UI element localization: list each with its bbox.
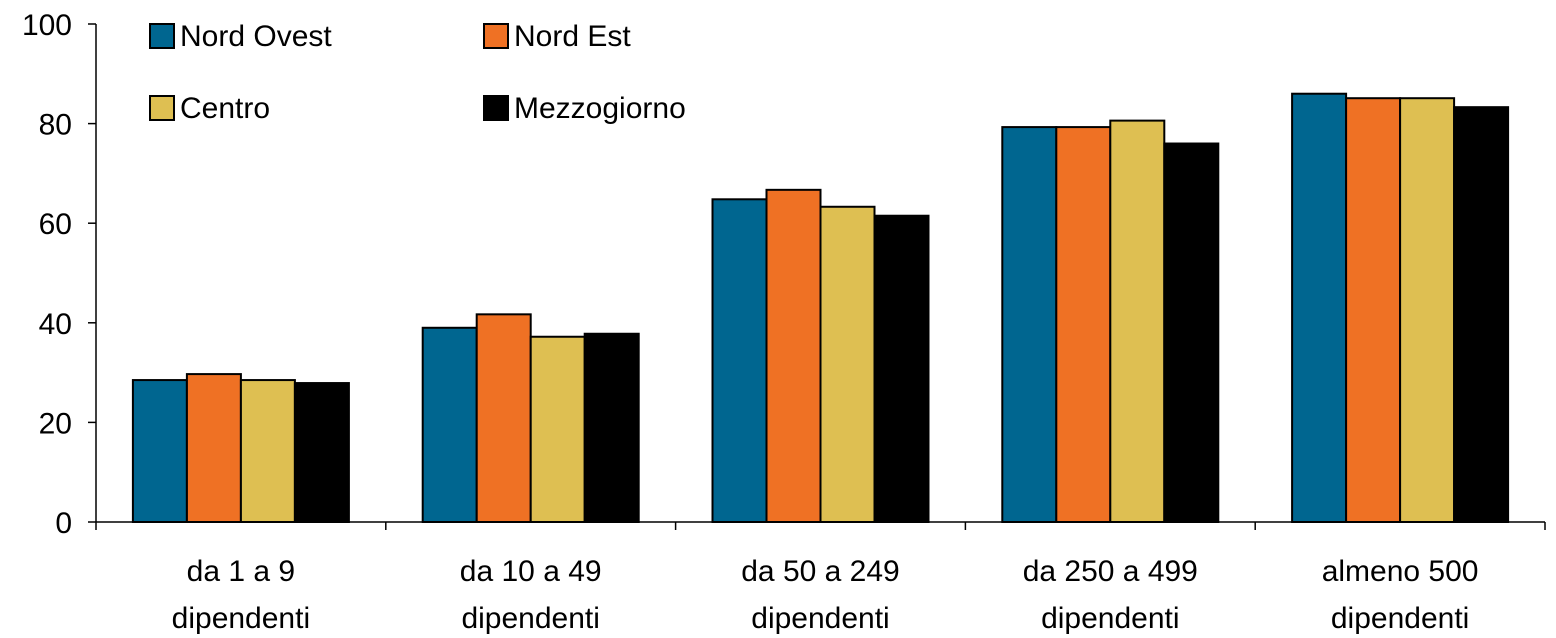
bar-nord-ovest-1 — [421, 326, 478, 523]
legend-label: Nord Est — [514, 20, 631, 53]
x-tick-label: dipendenti — [172, 602, 310, 635]
legend: Nord Ovest Nord Est Centro Mezzogiorno — [149, 20, 686, 125]
bar-mezzogiorno-2 — [873, 214, 930, 523]
legend-swatch — [149, 95, 175, 121]
bar-centro-3 — [1109, 119, 1166, 523]
x-tick-label: dipendenti — [751, 602, 889, 635]
legend-swatch — [483, 95, 509, 121]
legend-swatch — [483, 23, 509, 49]
bar-centro-4 — [1399, 97, 1456, 524]
axes — [95, 24, 1546, 530]
legend-label: Centro — [180, 92, 270, 125]
x-tick-label: dipendenti — [461, 602, 599, 635]
y-tick-label: 100 — [22, 9, 72, 42]
bar-mezzogiorno-3 — [1163, 142, 1220, 524]
y-tick-label: 60 — [39, 208, 72, 241]
bar-nord-est-4 — [1345, 97, 1402, 524]
y-tick-label: 40 — [39, 308, 72, 341]
y-tick-label: 20 — [39, 407, 72, 440]
bar-nord-ovest-3 — [1001, 126, 1058, 523]
bar-nord-est-1 — [475, 313, 532, 524]
x-axis-tick-labels: da 1 a 9 dipendenti da 10 a 49 dipendenti da… — [172, 555, 1479, 635]
bar-centro-1 — [529, 335, 586, 523]
bar-centro-0 — [239, 379, 296, 523]
x-tick-label: dipendenti — [1331, 602, 1469, 635]
x-tick-label: da 250 a 499 — [1023, 555, 1198, 588]
bar-nord-ovest-4 — [1291, 92, 1348, 523]
bar-centro-2 — [819, 205, 876, 524]
y-tick-label: 80 — [39, 109, 72, 142]
x-tick-label: da 50 a 249 — [741, 555, 899, 588]
x-tick-label: dipendenti — [1041, 602, 1179, 635]
bar-nord-est-3 — [1055, 126, 1112, 523]
legend-swatch — [149, 23, 175, 49]
legend-label: Mezzogiorno — [514, 92, 686, 125]
bar-nord-est-2 — [765, 188, 822, 523]
y-axis-ticks: 0 20 40 60 80 100 — [22, 9, 96, 540]
bar-nord-ovest-2 — [711, 198, 768, 524]
x-tick-label: da 10 a 49 — [460, 555, 602, 588]
bar-mezzogiorno-1 — [583, 332, 640, 524]
bar-mezzogiorno-0 — [293, 382, 350, 524]
bar-nord-est-0 — [185, 373, 242, 523]
x-tick-label: almeno 500 — [1322, 555, 1479, 588]
legend-label: Nord Ovest — [180, 20, 332, 53]
x-tick-label: da 1 a 9 — [187, 555, 295, 588]
bar-nord-ovest-0 — [131, 379, 188, 523]
bars — [131, 92, 1510, 524]
bar-mezzogiorno-4 — [1453, 106, 1510, 524]
y-tick-label: 0 — [55, 507, 72, 540]
